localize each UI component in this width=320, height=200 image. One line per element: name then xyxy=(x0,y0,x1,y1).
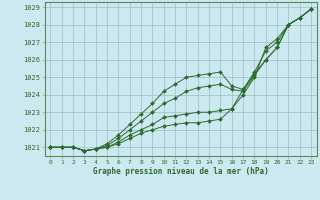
X-axis label: Graphe pression niveau de la mer (hPa): Graphe pression niveau de la mer (hPa) xyxy=(93,167,269,176)
